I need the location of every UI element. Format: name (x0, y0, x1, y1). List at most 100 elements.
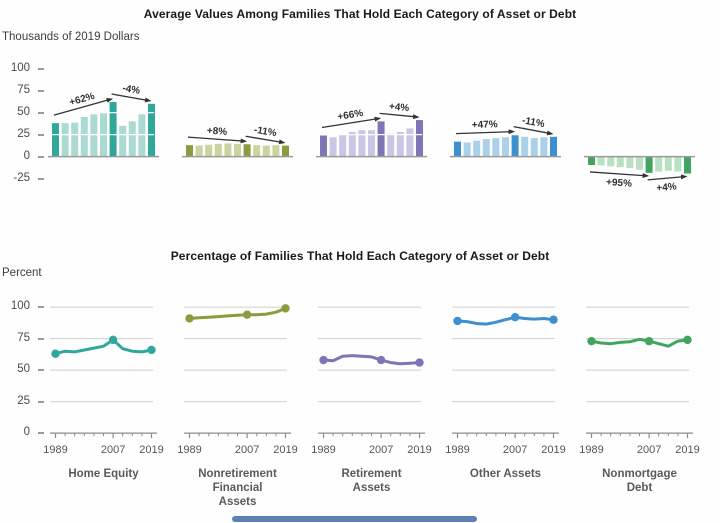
change-arrow (53, 97, 114, 116)
avg-bars-nonmortgage-debt: +95% +4% (584, 90, 695, 194)
bar-2001 (90, 114, 98, 157)
year-tick-label: 2007 (100, 444, 126, 456)
y-tick-mark (38, 337, 44, 340)
bar-2004 (234, 143, 241, 157)
category-label-line: Assets (352, 481, 391, 494)
y-tick-label: 25 (17, 394, 30, 407)
bar-1995 (473, 140, 481, 157)
bar-2013 (128, 121, 136, 157)
bar-2019 (282, 145, 289, 157)
pct-line-other-assets (452, 306, 559, 439)
change-arrow (245, 135, 286, 145)
bar-2010 (253, 145, 261, 157)
bar-2004 (368, 130, 375, 157)
year-tick-label: 2019 (273, 444, 298, 456)
category-label-nonmortgage-debt: Nonmortgage Debt (570, 468, 710, 496)
data-point-2019 (281, 304, 290, 313)
bar-2016 (540, 137, 548, 157)
bar-1998 (482, 139, 490, 157)
trend-line (590, 337, 689, 348)
category-label-line: Nonmortgage (602, 468, 677, 480)
change-arrow (455, 129, 516, 135)
y-tick-mark (38, 111, 44, 114)
year-tick-label: 2019 (541, 444, 566, 456)
data-point-2019 (683, 335, 692, 345)
avg-bars-nonretirement-financial-assets: +8% -11% (182, 90, 293, 180)
bar-2019 (550, 136, 557, 157)
bar-1989 (186, 145, 193, 157)
trend-line (456, 315, 555, 326)
bar-2001 (626, 156, 634, 169)
bar-2016 (272, 145, 280, 157)
trend-line (54, 338, 153, 356)
category-label-line: Financial (212, 481, 263, 494)
bar-2010 (119, 125, 127, 157)
bar-1995 (339, 134, 347, 157)
bar-2007 (243, 144, 251, 157)
y-tick-mark (38, 306, 44, 309)
trend-line (322, 354, 421, 366)
bar-1992 (597, 156, 605, 166)
data-point-1989 (51, 349, 60, 358)
bar-1992 (195, 145, 203, 157)
data-point-2007 (644, 336, 654, 346)
bar-1989 (320, 135, 327, 157)
year-tick-label: 1989 (311, 444, 336, 456)
bar-1992 (329, 137, 337, 157)
data-point-2007 (510, 313, 520, 322)
change-arrow (379, 112, 420, 120)
bar-2016 (406, 128, 414, 157)
video-progress-bar[interactable] (232, 516, 477, 522)
bar-1989 (52, 123, 59, 157)
pct-change-label: +8% (206, 126, 227, 138)
y-tick-mark (38, 67, 44, 70)
category-label-line: Assets (218, 495, 257, 508)
y-tick-label: 75 (17, 331, 30, 344)
data-point-2019 (549, 315, 558, 324)
bottom-chart-title: Percentage of Families That Hold Each Ca… (170, 249, 550, 263)
y-tick-label: 25 (17, 127, 30, 140)
bar-2013 (530, 138, 538, 157)
data-point-1989 (453, 316, 462, 326)
data-point-2019 (147, 345, 156, 355)
bar-2007 (511, 134, 519, 157)
category-label-retirement-assets: Retirement Assets (302, 468, 442, 496)
bar-2007 (645, 156, 653, 173)
category-label-line: Other Assets (469, 468, 542, 480)
bar-1998 (214, 143, 222, 157)
year-tick-label: 1989 (43, 444, 68, 456)
y-tick-label: 100 (10, 300, 30, 313)
avg-bars-retirement-assets: +66% +4% (316, 90, 427, 180)
change-arrow (589, 171, 650, 179)
change-arrow (647, 174, 688, 181)
year-tick-label: 1989 (445, 444, 470, 456)
y-tick-mark (38, 133, 44, 136)
data-point-2007 (108, 335, 118, 345)
trend-line (188, 306, 287, 320)
change-arrow (513, 125, 554, 136)
data-point-2007 (376, 355, 386, 365)
data-point-1989 (587, 336, 596, 346)
pct-line-nonretirement-financial-assets (184, 304, 291, 439)
bottom-axis-unit-label: Percent (2, 267, 42, 279)
bar-2004 (502, 137, 509, 157)
y-tick-mark (38, 177, 44, 180)
y-tick-mark (38, 89, 44, 92)
bar-1995 (205, 144, 213, 157)
pct-change-label: +62% (68, 91, 96, 109)
pct-change-label: +4% (656, 181, 677, 194)
y-tick-label: 75 (17, 83, 30, 96)
bar-2004 (636, 156, 643, 170)
pct-change-label: -4% (122, 83, 142, 97)
pct-change-label: -11% (253, 125, 277, 140)
change-arrow (111, 93, 152, 103)
pct-change-label: -11% (521, 115, 546, 130)
bar-2016 (138, 114, 146, 157)
year-tick-label: 2007 (502, 444, 528, 456)
year-tick-label: 2007 (234, 444, 260, 456)
year-tick-label: 2007 (368, 444, 394, 456)
pct-change-label: +47% (472, 119, 498, 131)
pct-line-home-equity (50, 306, 157, 439)
bar-2001 (224, 143, 232, 157)
